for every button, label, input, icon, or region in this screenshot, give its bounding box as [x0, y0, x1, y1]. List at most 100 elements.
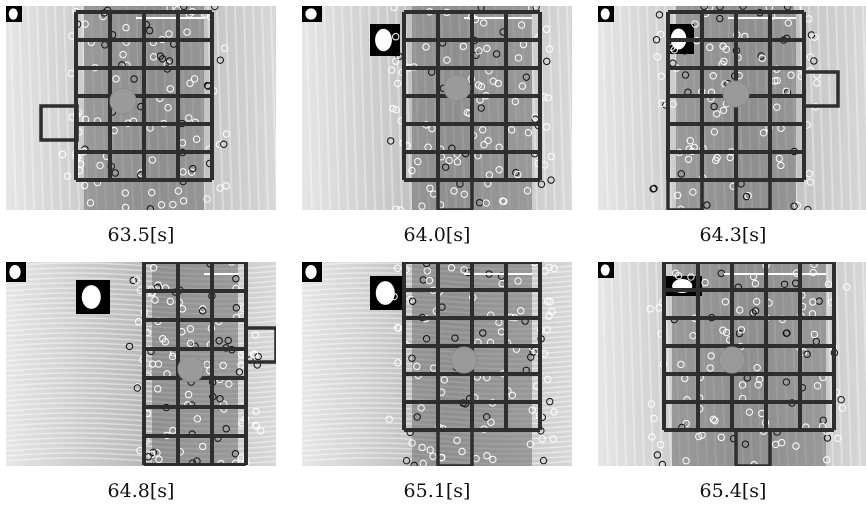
feature-point [86, 199, 95, 207]
texture-line [9, 6, 17, 210]
feature-point [425, 276, 434, 285]
extension-cell [802, 70, 840, 108]
feature-point [720, 57, 728, 65]
texture-line [826, 6, 834, 210]
texture-line [252, 6, 260, 210]
feature-point [203, 195, 211, 203]
mask-blob [8, 8, 18, 20]
feature-point [759, 129, 768, 137]
feature-point [389, 104, 397, 113]
feature-point [492, 50, 501, 58]
feature-point [736, 306, 744, 314]
texture-line [646, 6, 654, 210]
panel-5: 65.1[s] [302, 262, 572, 502]
texture-line [350, 6, 358, 210]
feature-point [792, 442, 800, 450]
feature-point [542, 123, 551, 131]
feature-point [793, 201, 802, 210]
feature-point [649, 185, 657, 193]
texture-line [548, 6, 556, 210]
feature-point [777, 161, 785, 170]
texture-line [655, 262, 663, 466]
mask-blob [305, 265, 317, 279]
caption-2: 64.0[s] [403, 224, 471, 246]
feature-point [185, 114, 193, 122]
feature-point [215, 140, 224, 149]
feature-point [130, 75, 138, 83]
feature-point [149, 264, 158, 272]
feature-point [658, 460, 667, 466]
texture-line [862, 6, 866, 143]
feature-point [145, 26, 154, 35]
feature-point [111, 169, 119, 177]
feature-point [179, 197, 188, 205]
feature-point [134, 318, 143, 326]
feature-point [716, 6, 724, 11]
feature-point [526, 440, 535, 448]
feature-point [447, 264, 456, 272]
texture-line [314, 6, 322, 210]
mask-blob [600, 8, 610, 20]
feature-point [809, 298, 817, 306]
mask-blob [375, 281, 395, 305]
feature-point [713, 110, 721, 118]
feature-point [423, 267, 431, 275]
texture-line [305, 6, 313, 210]
feature-point [133, 384, 142, 392]
extension-cell [436, 178, 474, 210]
feature-point [538, 435, 546, 443]
feature-point [752, 297, 761, 306]
feature-point [180, 6, 188, 11]
frame-image [6, 262, 276, 466]
feature-point [480, 140, 488, 149]
feature-point [149, 53, 158, 61]
feature-point [719, 326, 727, 334]
feature-point [413, 413, 421, 421]
frame-1 [6, 6, 276, 210]
feature-point [168, 352, 177, 361]
texture-line [619, 6, 627, 210]
feature-point [751, 279, 760, 288]
feature-point [417, 404, 425, 412]
feature-point [222, 130, 231, 138]
feature-point [478, 126, 487, 134]
extension-cell [244, 326, 276, 364]
feature-point [249, 351, 258, 359]
feature-point [545, 263, 553, 272]
feature-point [443, 56, 451, 64]
texture-line [332, 6, 340, 210]
mask-blob [600, 264, 610, 276]
feature-point [385, 415, 393, 423]
tracking-marker [443, 74, 471, 102]
extension-cell [666, 178, 704, 210]
feature-point [169, 200, 177, 209]
feature-point [677, 170, 685, 178]
feature-point [441, 163, 450, 171]
feature-point [671, 269, 680, 277]
feature-point [190, 75, 199, 83]
feature-point [682, 419, 690, 428]
feature-point [738, 381, 747, 389]
texture-line [628, 6, 636, 210]
feature-point [546, 397, 554, 406]
mask-blob [305, 8, 317, 20]
feature-point [387, 137, 395, 145]
feature-point [646, 305, 654, 313]
feature-point [652, 36, 661, 44]
feature-point [494, 79, 502, 88]
texture-line [359, 6, 367, 210]
feature-point [484, 136, 492, 145]
feature-point [451, 334, 459, 342]
feature-point [547, 152, 555, 161]
feature-point [453, 158, 462, 166]
feature-point [522, 73, 531, 81]
feature-point [773, 103, 781, 111]
feature-point [709, 415, 718, 424]
feature-point [686, 137, 695, 145]
feature-point [837, 395, 845, 404]
feature-point [157, 201, 166, 209]
feature-point [684, 155, 693, 163]
feature-point [495, 166, 503, 174]
feature-point [689, 188, 697, 196]
texture-line [261, 6, 269, 210]
